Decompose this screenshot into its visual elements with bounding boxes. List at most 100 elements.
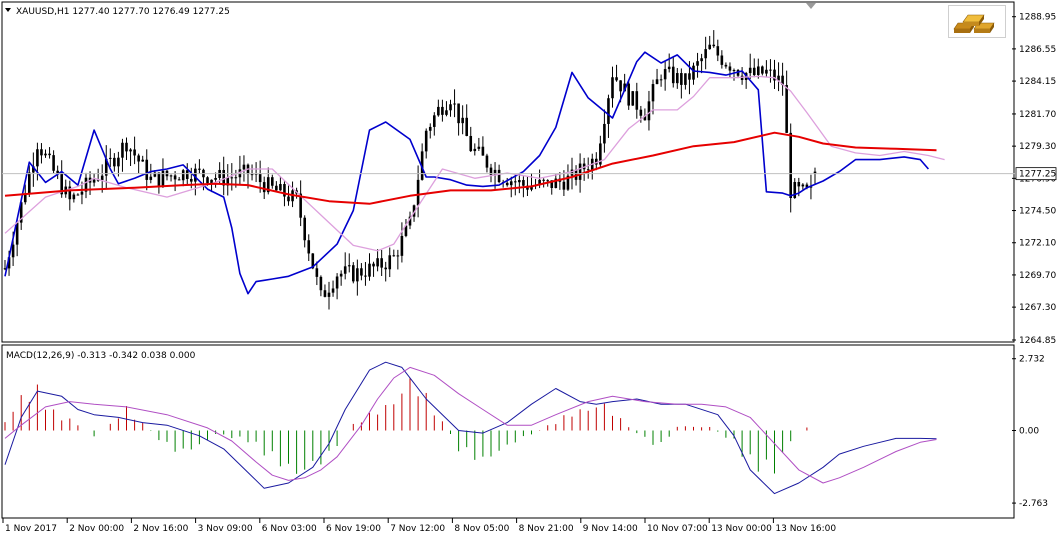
candle-body — [92, 179, 96, 183]
candle-body — [311, 253, 315, 269]
candle-body — [40, 149, 43, 156]
candle-body — [44, 153, 47, 156]
candle-body — [550, 180, 554, 188]
candle-body — [194, 168, 197, 182]
candle-body — [676, 73, 679, 84]
candle-body — [765, 69, 768, 74]
candle-body — [700, 58, 703, 62]
candle-body — [635, 91, 639, 110]
candle-body — [643, 115, 647, 121]
candle-body — [777, 75, 780, 81]
price-axis-label: 1269.70 — [1019, 271, 1056, 281]
candle-body — [647, 101, 651, 121]
candle-body — [157, 172, 161, 186]
candle-body — [343, 266, 347, 274]
candle-body — [615, 77, 618, 81]
candle-body — [262, 182, 266, 193]
candle-body — [173, 175, 177, 180]
candle-body — [696, 61, 699, 66]
candle-body — [748, 67, 752, 74]
candle-body — [315, 268, 319, 277]
candle-body — [619, 80, 622, 92]
candle-body — [234, 177, 238, 179]
candle-body — [121, 142, 124, 158]
candle-body — [489, 167, 493, 175]
candle-body — [477, 146, 481, 149]
candle-body — [60, 173, 63, 195]
candle-body — [757, 66, 760, 76]
candle-body — [206, 177, 209, 184]
candle-body — [428, 126, 432, 131]
candle-body — [797, 182, 801, 187]
candle-body — [76, 194, 80, 196]
time-axis-label: 6 Nov 03:00 — [262, 524, 317, 534]
candle-body — [177, 179, 181, 181]
candle-body — [96, 179, 100, 181]
macd-axis-label: -2.763 — [1019, 499, 1048, 509]
candle-body — [109, 157, 112, 159]
candle-body — [469, 135, 473, 152]
candle-body — [582, 163, 586, 170]
candle-body — [461, 117, 464, 124]
candle-body — [773, 69, 776, 81]
symbol-dropdown-icon[interactable] — [5, 8, 11, 12]
candle-body — [137, 155, 140, 162]
axes-layer: 1288.951286.551284.151281.701279.301276.… — [2, 13, 1056, 534]
candle-body — [781, 75, 784, 86]
candle-body — [578, 163, 582, 180]
candle-body — [327, 292, 331, 297]
main-pane[interactable] — [1, 1, 1015, 343]
candle-body — [275, 185, 278, 191]
macd-title: MACD(12,26,9) -0.313 -0.342 0.038 0.000 — [6, 351, 196, 361]
current-price-label: 1277.25 — [1019, 170, 1056, 180]
candle-body — [368, 263, 371, 277]
candle-body — [283, 184, 286, 197]
candle-body — [785, 85, 788, 133]
candle-body — [789, 132, 792, 199]
fast-ma-line — [4, 51, 930, 295]
candle-body — [404, 225, 408, 236]
candle-body — [307, 240, 311, 254]
candle-body — [720, 55, 724, 65]
candle-body — [72, 194, 76, 200]
candle-body — [809, 186, 813, 188]
candle-body — [684, 73, 687, 85]
candle-body — [198, 168, 201, 170]
candle-body — [566, 175, 570, 190]
price-axis-label: 1279.30 — [1019, 142, 1056, 152]
candle-body — [230, 177, 234, 179]
candle-body — [250, 174, 254, 176]
macd-axis-label: 0.00 — [1019, 427, 1039, 437]
candle-body — [607, 98, 610, 124]
candle-body — [441, 106, 444, 115]
candle-body — [299, 193, 302, 218]
candle-body — [32, 166, 35, 173]
candle-body — [185, 170, 189, 179]
candle-body — [449, 104, 452, 111]
candle-body — [599, 143, 602, 165]
candle-body — [339, 273, 343, 277]
candle-body — [623, 83, 626, 92]
macd-layer — [4, 361, 937, 495]
candle-body — [437, 106, 440, 116]
time-axis-label: 9 Nov 14:00 — [583, 524, 638, 534]
candle-body — [360, 268, 363, 276]
candle-body — [323, 290, 327, 297]
candle-body — [222, 169, 225, 186]
candle-body — [210, 179, 213, 184]
candle-body — [153, 172, 157, 177]
time-axis-label: 2 Nov 00:00 — [69, 524, 124, 534]
candle-body — [505, 182, 509, 186]
candle-body — [671, 66, 675, 84]
chevron-down-icon[interactable] — [806, 3, 816, 9]
candle-body — [408, 216, 412, 226]
candle-body — [279, 184, 282, 191]
candle-body — [48, 153, 51, 156]
candle-body — [655, 79, 659, 85]
candle-body — [364, 275, 367, 277]
macd-pane[interactable] — [1, 344, 1015, 519]
candle-body — [603, 123, 606, 144]
candle-body — [542, 179, 545, 181]
